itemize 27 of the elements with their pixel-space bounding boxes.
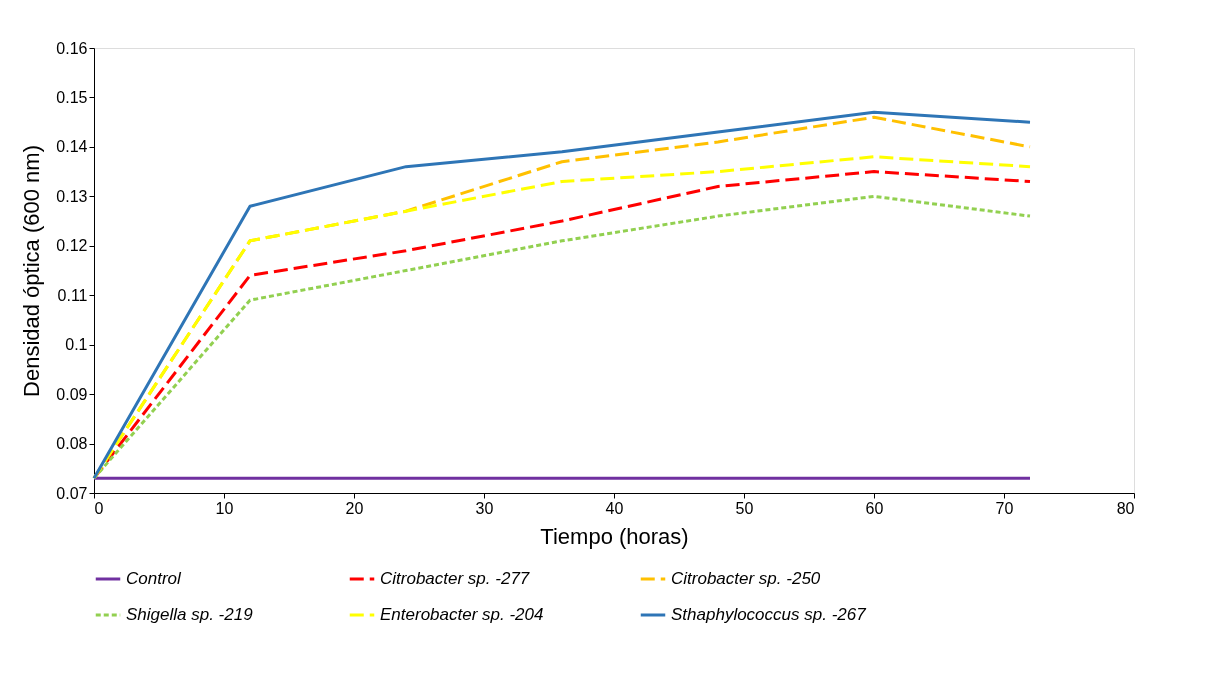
x-tick-label: 50 [735, 499, 754, 517]
y-tick-label: 0.16 [56, 39, 88, 57]
legend-label: Citrobacter sp. -277 [380, 569, 530, 588]
x-tick-label: 40 [605, 499, 624, 517]
y-tick-label: 0.13 [56, 187, 88, 205]
legend-label: Sthaphylococcus sp. -267 [671, 605, 867, 624]
legend-label: Enterobacter sp. -204 [380, 605, 544, 624]
y-tick-label: 0.07 [56, 484, 88, 502]
x-tick-label: 60 [865, 499, 884, 517]
y-tick-label: 0.08 [56, 435, 88, 453]
y-tick-label: 0.11 [57, 286, 88, 304]
x-tick-label: 0 [94, 499, 104, 517]
legend-label: Citrobacter sp. -250 [671, 569, 821, 588]
x-tick-label: 20 [345, 499, 364, 517]
y-tick-label: 0.1 [65, 336, 88, 354]
legend-label: Shigella sp. -219 [126, 605, 254, 624]
legend-label: Control [126, 569, 183, 588]
x-axis-title: Tiempo (horas) [540, 523, 689, 549]
y-tick-label: 0.12 [56, 237, 88, 255]
x-tick-label: 10 [215, 499, 234, 517]
x-tick-label: 70 [995, 499, 1014, 517]
y-tick-label: 0.15 [56, 88, 88, 106]
y-tick-label: 0.09 [56, 385, 88, 403]
x-tick-label: 80 [1116, 499, 1135, 517]
y-axis-title: Densidad óptica (600 nm) [19, 145, 45, 397]
y-tick-label: 0.14 [56, 138, 88, 156]
x-tick-label: 30 [475, 499, 494, 517]
